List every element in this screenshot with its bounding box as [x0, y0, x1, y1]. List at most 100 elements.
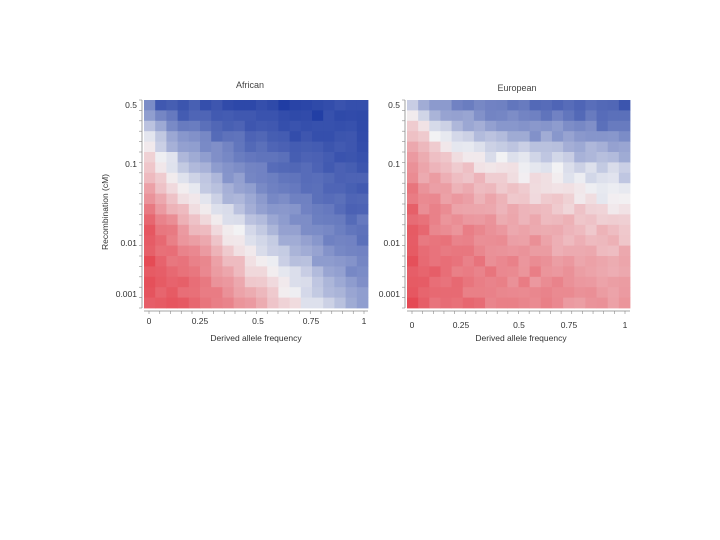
heatmap-cell [334, 152, 346, 163]
heatmap-cell [418, 152, 430, 163]
heatmap-cell [496, 235, 508, 246]
heatmap-cell [211, 245, 223, 257]
heatmap-cell [551, 162, 564, 174]
heatmap-cell [451, 266, 464, 278]
heatmap-cell [166, 214, 178, 226]
heatmap-cell [574, 162, 586, 174]
heatmap-cell [144, 152, 156, 163]
heatmap-cell [267, 287, 279, 298]
heatmap-cell [507, 224, 519, 236]
heatmap-cell [233, 204, 246, 215]
heatmap-cell [323, 224, 335, 236]
heatmap-cell [496, 131, 508, 142]
heatmap-cell [345, 152, 358, 163]
heatmap-cell [278, 172, 290, 184]
x-tick-label: 0 [410, 320, 415, 330]
heatmap-cell [188, 266, 201, 278]
heatmap-cell [529, 172, 542, 184]
heatmap-cell [300, 297, 313, 309]
heatmap-cell [356, 183, 369, 194]
heatmap-cell [451, 245, 464, 257]
heatmap-cell [256, 297, 268, 309]
heatmap-cell [177, 100, 190, 111]
heatmap-cell [618, 100, 631, 111]
heatmap-cell [144, 204, 156, 215]
heatmap-cell [418, 297, 430, 309]
heatmap-cell [244, 141, 257, 153]
heatmap-cell [200, 256, 212, 267]
heatmap-cell [144, 183, 156, 194]
heatmap-cell [200, 162, 212, 174]
y-axis-label: Recombination (cM) [100, 174, 110, 250]
heatmap-cell [429, 152, 441, 163]
heatmap-cell [233, 276, 246, 288]
heatmap-cell [407, 245, 419, 257]
heatmap-cell [496, 204, 508, 215]
heatmap-cell [518, 224, 531, 236]
heatmap-cell [166, 245, 178, 257]
heatmap-cell [312, 183, 324, 194]
heatmap-cell [222, 183, 234, 194]
heatmap-cell [211, 256, 223, 267]
heatmap-cell [188, 276, 201, 288]
heatmap-cell [345, 162, 358, 174]
heatmap-cell [618, 276, 631, 288]
heatmap-cell [334, 224, 346, 236]
heatmap-cell [188, 162, 201, 174]
heatmap-cell [334, 172, 346, 184]
heatmap-cell [596, 256, 609, 267]
heatmap-cell [429, 131, 441, 142]
heatmap-cell [407, 204, 419, 215]
heatmap-cell [574, 131, 586, 142]
heatmap-cell [540, 100, 553, 111]
heatmap-cell [200, 204, 212, 215]
heatmap-cell [177, 214, 190, 226]
heatmap-cell [278, 100, 290, 111]
heatmap-cell [607, 131, 620, 142]
heatmap-cell [334, 256, 346, 267]
heatmap-cell [496, 193, 508, 205]
heatmap-cell [289, 224, 302, 236]
heatmap-cell [345, 131, 358, 142]
x-tick-label: 0 [147, 316, 152, 326]
heatmap-cell [407, 266, 419, 278]
heatmap-cell [462, 120, 475, 132]
heatmap-cell [222, 141, 234, 153]
heatmap-cell [211, 141, 223, 153]
heatmap-cell [177, 110, 190, 122]
heatmap-cell [551, 204, 564, 215]
heatmap-cell [529, 256, 542, 267]
heatmap-cell [585, 141, 597, 153]
heatmap-cell [200, 141, 212, 153]
heatmap-cell [177, 131, 190, 142]
heatmap-cell [345, 120, 358, 132]
heatmap-cell [407, 276, 419, 288]
heatmap-cell [200, 235, 212, 246]
heatmap-cell [345, 141, 358, 153]
heatmap-cell [440, 297, 452, 309]
heatmap-cell [596, 152, 609, 163]
heatmap-cell [485, 100, 497, 111]
heatmap-cell [540, 193, 553, 205]
heatmap-cell [563, 245, 575, 257]
heatmap-cell [345, 100, 358, 111]
heatmap-cell [529, 235, 542, 246]
heatmap-cell [429, 162, 441, 174]
heatmap-cell [267, 100, 279, 111]
heatmap-cell [563, 214, 575, 226]
heatmap-cell [496, 297, 508, 309]
heatmap-cell [429, 204, 441, 215]
heatmap-cell [244, 193, 257, 205]
heatmap-cell [256, 141, 268, 153]
heatmap-cell [300, 276, 313, 288]
heatmap-cell [222, 152, 234, 163]
heatmap-cell [356, 120, 369, 132]
heatmap-cell [267, 110, 279, 122]
heatmap-cell [518, 152, 531, 163]
heatmap-cell [289, 287, 302, 298]
heatmap-cell [356, 276, 369, 288]
heatmap-cell [418, 183, 430, 194]
heatmap-cell [440, 204, 452, 215]
heatmap-cell [144, 224, 156, 236]
heatmap-cell [407, 120, 419, 132]
